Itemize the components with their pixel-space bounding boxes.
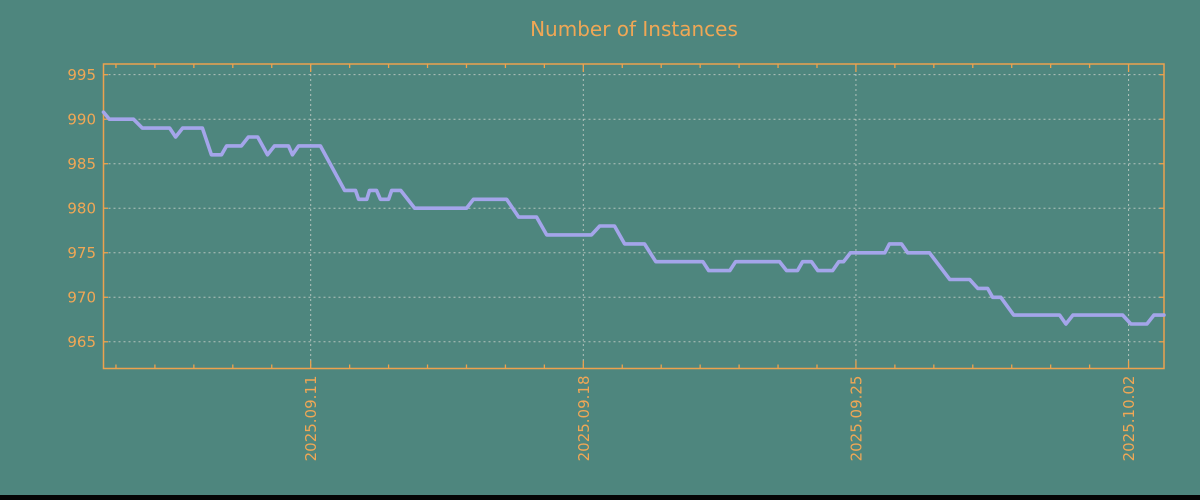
chart-title: Number of Instances: [530, 17, 738, 41]
x-axis-date-label: 2025.09.18: [575, 376, 593, 462]
plot-border: [102, 63, 1165, 370]
x-axis-date-label: 2025.09.25: [847, 376, 865, 462]
bottom-edge-bar: [0, 495, 1200, 500]
y-axis-tick-label: 995: [67, 66, 96, 84]
y-axis-tick-label: 985: [67, 155, 96, 173]
y-axis-tick-label: 975: [67, 244, 96, 262]
x-axis-date-label: 2025.09.11: [302, 376, 320, 462]
y-axis-tick-label: 990: [67, 110, 96, 128]
x-axis-date-label: 2025.10.02: [1120, 376, 1138, 462]
y-axis-tick-label: 965: [67, 333, 96, 351]
series-line-instances: [101, 110, 1166, 326]
y-axis-tick-label: 970: [67, 288, 96, 306]
y-axis-tick-label: 980: [67, 199, 96, 217]
